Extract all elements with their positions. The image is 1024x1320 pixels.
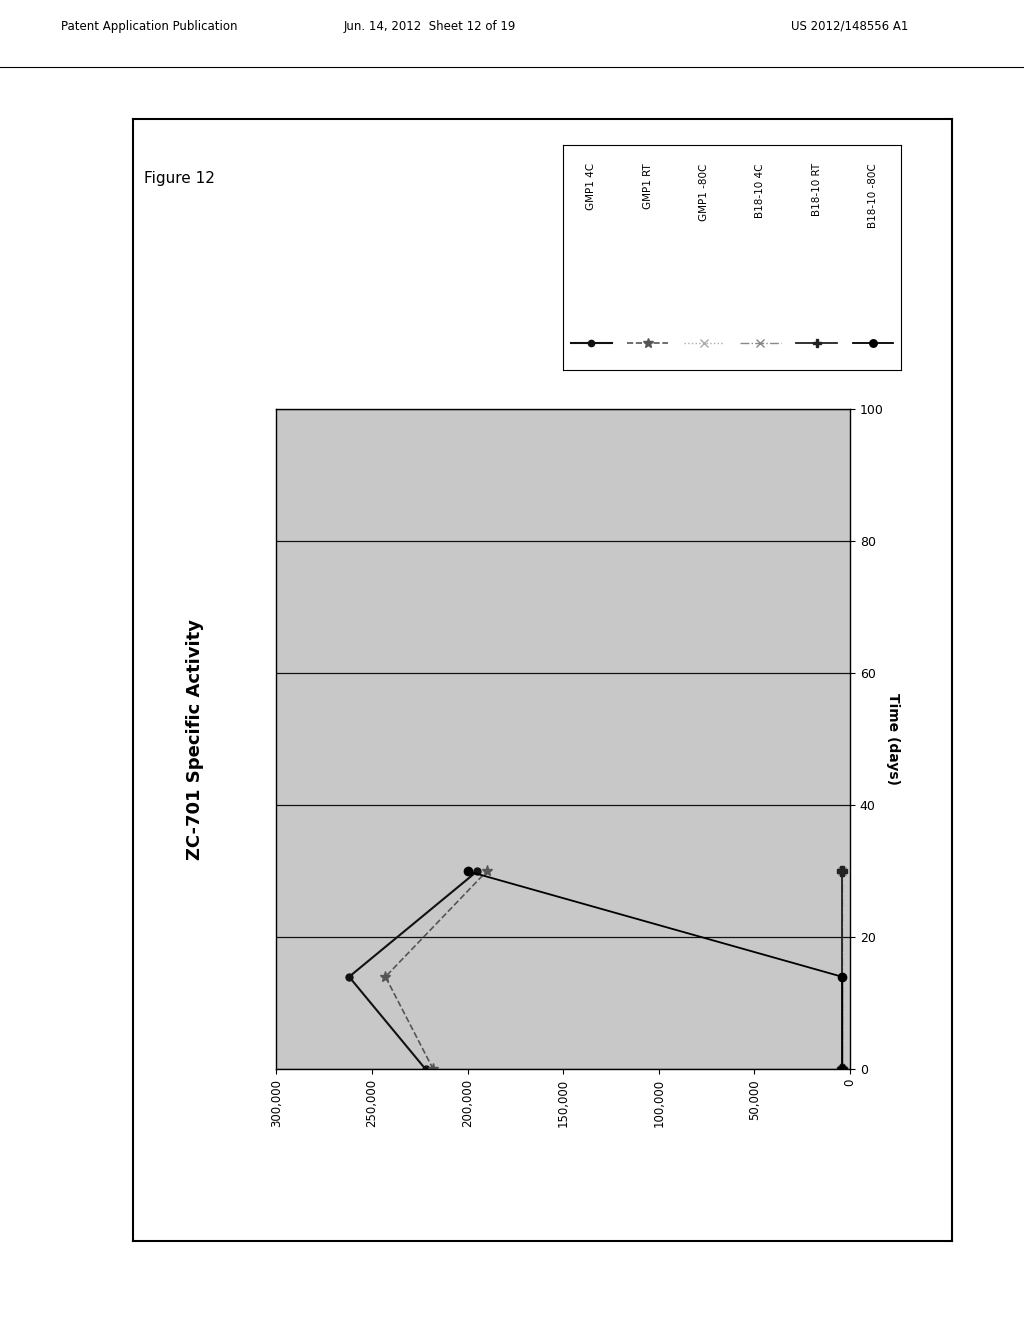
B18-10 4C [837,863,849,879]
Line: GMP1 RT: GMP1 RT [380,866,493,1074]
B18-10 -80C [837,969,849,985]
B18-10 4C [837,1061,849,1077]
Text: B18-10 RT: B18-10 RT [812,164,821,216]
GMP1 -80C [837,863,849,879]
GMP1 4C [420,1061,432,1077]
B18-10 RT [837,1061,849,1077]
Text: Patent Application Publication: Patent Application Publication [61,20,238,33]
Text: Figure 12: Figure 12 [144,170,215,186]
Text: B18-10 -80C: B18-10 -80C [868,164,878,228]
B18-10 -80C [837,1061,849,1077]
Text: Jun. 14, 2012  Sheet 12 of 19: Jun. 14, 2012 Sheet 12 of 19 [344,20,516,33]
GMP1 4C [471,863,483,879]
Text: GMP1 4C: GMP1 4C [587,164,596,210]
GMP1 RT [480,863,493,879]
Text: GMP1 RT: GMP1 RT [643,164,652,209]
B18-10 -80C [462,863,474,879]
Y-axis label: Time (days): Time (days) [886,693,900,785]
GMP1 RT [379,969,391,985]
Text: GMP1 -80C: GMP1 -80C [699,164,709,220]
GMP1 RT [427,1061,439,1077]
Text: US 2012/148556 A1: US 2012/148556 A1 [792,20,908,33]
Line: B18-10 4C: B18-10 4C [838,867,847,1073]
Line: B18-10 RT: B18-10 RT [838,866,847,1074]
Line: B18-10 -80C: B18-10 -80C [464,867,847,1073]
GMP1 -80C [837,1061,849,1077]
Line: GMP1 -80C: GMP1 -80C [838,867,847,1073]
GMP1 4C [343,969,355,985]
Text: B18-10 4C: B18-10 4C [756,164,765,218]
B18-10 RT [837,863,849,879]
Text: ZC-701 Specific Activity: ZC-701 Specific Activity [185,619,204,859]
Line: GMP1 4C: GMP1 4C [346,867,480,1073]
